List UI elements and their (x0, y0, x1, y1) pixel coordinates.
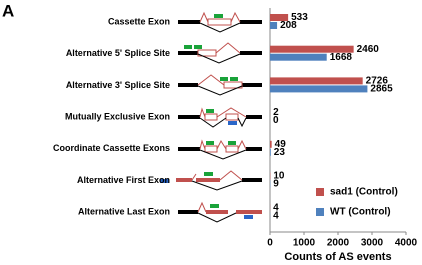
value-label: 23 (274, 147, 286, 158)
category-label: Mutually Exclusive Exon (65, 111, 170, 121)
diagram-cassette (178, 13, 262, 32)
diagram-mxe (178, 108, 262, 127)
bar (270, 141, 272, 148)
legend-label: sad1 (Control) (330, 187, 398, 198)
diagram-alt3 (178, 75, 262, 95)
diagram-last (178, 203, 262, 222)
bar (270, 149, 271, 156)
bar (270, 22, 277, 29)
category-label: Cassette Exon (108, 16, 170, 26)
x-axis-title: Counts of AS events (284, 251, 391, 263)
category-label: Alternative Last Exon (78, 207, 170, 217)
diagram-first (160, 171, 262, 190)
x-tick-label: 2000 (327, 238, 350, 249)
panel-label: A (2, 1, 14, 20)
x-tick-label: 1000 (293, 238, 316, 249)
x-tick-label: 4000 (395, 238, 418, 249)
bar (270, 77, 363, 84)
diagram-alt5 (178, 43, 262, 63)
value-label: 4 (273, 210, 279, 221)
bar (270, 54, 327, 61)
value-label: 208 (280, 20, 297, 31)
diagrams (160, 13, 262, 222)
category-label: Alternative First Exon (77, 175, 170, 185)
chart: A Counts of AS events (0, 0, 422, 265)
x-tick-label: 0 (267, 238, 273, 249)
value-label: 1668 (330, 52, 353, 63)
value-label: 2460 (357, 44, 380, 55)
value-label: 9 (273, 179, 279, 190)
category-label: Alternative 3' Splice Site (66, 80, 170, 90)
category-label: Coordinate Cassette Exons (53, 143, 170, 153)
value-label: 2865 (370, 84, 393, 95)
legend-swatch (316, 188, 324, 196)
category-label: Alternative 5' Splice Site (66, 48, 170, 58)
legend-label: WT (Control) (330, 207, 391, 218)
diagram-coordinate (178, 141, 262, 159)
value-label: 0 (273, 115, 279, 126)
x-tick-label: 3000 (361, 238, 384, 249)
legend-swatch (316, 208, 324, 216)
bar (270, 85, 367, 92)
